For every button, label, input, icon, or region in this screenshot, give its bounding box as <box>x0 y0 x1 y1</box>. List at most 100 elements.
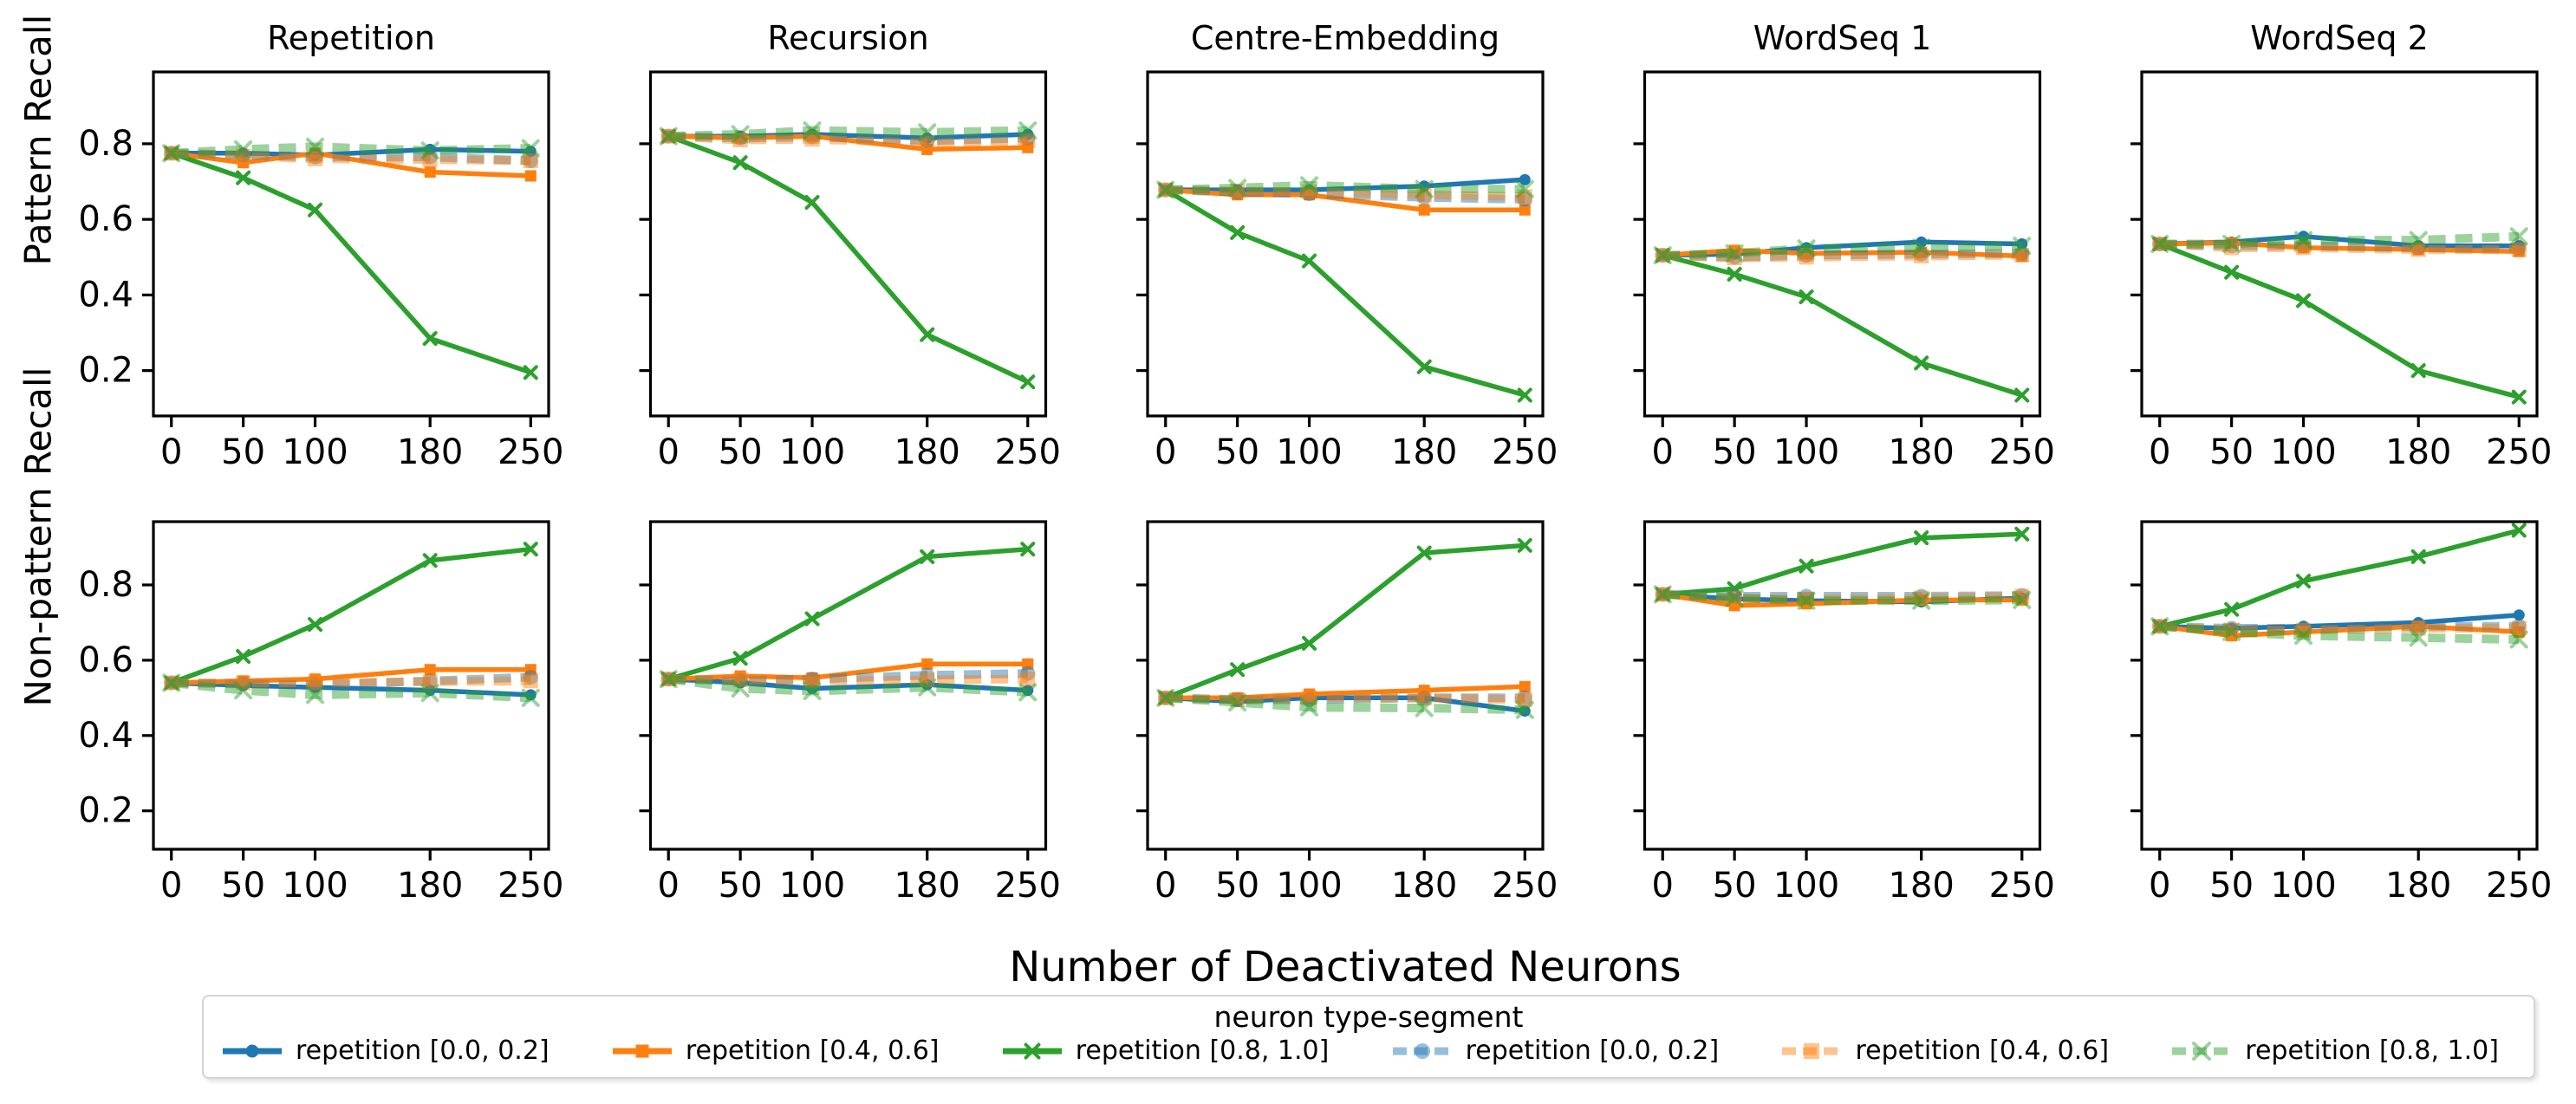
square-marker <box>1517 692 1532 708</box>
square-marker <box>1022 141 1034 153</box>
y-tick-label: 0.2 <box>78 791 133 831</box>
legend-entry-label: repetition [0.8, 1.0] <box>1075 1036 1330 1066</box>
subplot-centre-embedding-row0: 0 50 100 180 250 <box>1136 70 1558 472</box>
x-marker <box>918 123 937 142</box>
x-marker <box>804 195 820 211</box>
x-tick-label: 100 <box>282 432 348 472</box>
x-marker <box>1302 635 1317 651</box>
square-marker <box>660 128 676 144</box>
x-marker <box>1228 693 1247 712</box>
axes-frame <box>1643 520 2042 851</box>
square-marker <box>1914 248 1929 263</box>
square-marker <box>1020 133 1036 148</box>
series-repetition-0.4-0.6--dashed <box>1655 248 2030 266</box>
x-marker <box>660 128 676 144</box>
x-tick-label: 250 <box>995 866 1061 906</box>
x-marker <box>1914 530 1929 546</box>
x-marker <box>420 684 439 703</box>
series-line <box>1164 187 1526 398</box>
square-marker <box>1022 658 1034 670</box>
x-tick-label: 100 <box>2270 432 2336 472</box>
circle-marker <box>1727 250 1742 265</box>
square-marker <box>308 675 323 691</box>
dashed-line-sample-icon <box>2172 1041 2232 1061</box>
square-marker <box>1655 248 1670 263</box>
circle-marker <box>804 672 820 687</box>
square-marker <box>2513 245 2525 257</box>
x-marker <box>2294 627 2313 646</box>
square-marker <box>309 673 322 685</box>
x-marker <box>1517 537 1532 553</box>
square-marker <box>920 135 935 151</box>
x-marker <box>2294 231 2313 250</box>
dashed-line-sample-icon <box>1392 1042 1452 1059</box>
circle-marker <box>1416 690 1432 705</box>
legend-entry: repetition [0.8, 1.0] <box>2170 1036 2499 1066</box>
dashed-line-sample-icon <box>1782 1042 1842 1059</box>
y-tick-label: 0.8 <box>78 124 133 164</box>
y-axis-label-non-pattern-recall: Non-pattern Recall <box>16 367 60 707</box>
x-marker <box>234 140 253 159</box>
x-marker <box>2152 619 2168 634</box>
x-marker <box>2509 227 2528 246</box>
circle-marker <box>236 147 251 163</box>
circle-marker <box>236 676 251 692</box>
square-marker <box>2016 594 2028 606</box>
circle-marker <box>732 673 748 689</box>
circle-marker <box>2014 245 2030 261</box>
x-tick-label: 0 <box>658 866 680 906</box>
square-marker <box>2224 240 2240 256</box>
series-line <box>667 133 1029 385</box>
x-marker <box>803 682 822 701</box>
circle-marker <box>2511 619 2527 634</box>
x-marker <box>1653 246 1672 265</box>
x-marker <box>164 146 179 161</box>
series-repetition-0.8-1.0--dashed <box>1156 176 1534 199</box>
x-tick-label: 0 <box>2149 866 2170 906</box>
circle-marker <box>804 129 820 145</box>
circle-marker <box>1158 690 1174 705</box>
series-repetition-0.0-0.2--dashed <box>164 669 538 692</box>
series-repetition-0.8-1.0--dashed <box>659 670 1038 702</box>
square-marker <box>2016 250 2028 262</box>
subplot-centre-embedding-row1: 0 50 100 180 250 <box>1136 520 1558 906</box>
square-marker <box>1804 1042 1820 1059</box>
series-line <box>667 674 1029 697</box>
square-marker <box>523 153 538 169</box>
square-marker <box>2296 622 2312 638</box>
x-marker <box>1515 700 1534 719</box>
series-line <box>1662 250 2022 263</box>
square-marker <box>164 146 179 161</box>
x-marker <box>1158 182 1174 198</box>
legend-entry: repetition [0.4, 0.6] <box>1780 1036 2109 1066</box>
circle-marker <box>1230 185 1246 200</box>
x-tick-label: 180 <box>1391 432 1457 472</box>
circle-marker <box>732 130 748 146</box>
circle-marker <box>2296 238 2312 254</box>
circle-marker <box>245 1044 259 1057</box>
square-marker <box>2152 619 2168 634</box>
square-marker <box>308 151 323 166</box>
x-marker <box>2296 574 2312 589</box>
series-line <box>2159 239 2520 254</box>
x-tick-label: 250 <box>2486 432 2552 472</box>
series-line <box>668 669 1028 685</box>
square-marker <box>1232 692 1244 704</box>
legend-entry-label: repetition [0.4, 0.6] <box>685 1036 940 1066</box>
series-line <box>667 546 1029 682</box>
x-marker <box>164 675 179 691</box>
y-tick-label: 0.2 <box>78 351 133 391</box>
circle-marker <box>806 682 818 694</box>
square-marker <box>524 170 537 182</box>
axes-frame <box>648 70 1048 418</box>
x-marker <box>521 688 540 707</box>
x-axis-label: Number of Deactivated Neurons <box>1009 943 1682 991</box>
x-marker <box>1797 239 1816 258</box>
series-line <box>171 142 531 158</box>
x-tick-label: 180 <box>894 432 960 472</box>
subplot-wordseq-1-row1: 0 50 100 180 250 <box>1633 520 2055 906</box>
x-marker <box>1302 253 1317 269</box>
circle-marker <box>1914 246 1929 262</box>
x-marker <box>918 678 937 697</box>
